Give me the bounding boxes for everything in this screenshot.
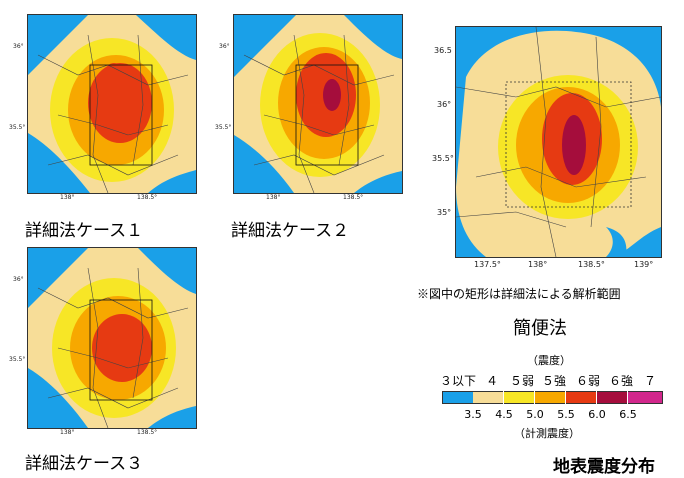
legend-swatch bbox=[597, 391, 627, 404]
y-tick-label: 35.5° bbox=[432, 154, 454, 163]
legend-threshold: 6.5 bbox=[619, 408, 637, 421]
intensity-map-graphic bbox=[28, 15, 196, 193]
y-tick-label: 36° bbox=[437, 100, 452, 109]
legend-bottom-label: （計測震度） bbox=[514, 427, 580, 440]
intensity-map bbox=[455, 26, 662, 258]
legend-class-label: ６弱 bbox=[575, 374, 600, 388]
legend-class-label: ５強 bbox=[541, 374, 566, 388]
legend-swatch bbox=[566, 391, 596, 404]
intensity-map-graphic bbox=[28, 248, 196, 428]
x-tick-label: 138.5° bbox=[578, 260, 605, 269]
x-tick-label: 138° bbox=[266, 194, 281, 201]
legend-swatch bbox=[442, 391, 473, 404]
legend-class-label: ７ bbox=[643, 374, 656, 388]
legend-swatch bbox=[535, 391, 565, 404]
case1-caption: 詳細法ケース１ bbox=[25, 221, 144, 241]
legend-threshold: 4.5 bbox=[495, 408, 513, 421]
legend-threshold: 6.0 bbox=[588, 408, 606, 421]
y-tick-label: 35.5° bbox=[215, 124, 232, 131]
y-tick-label: 35.5° bbox=[9, 356, 26, 363]
intensity-map bbox=[27, 14, 197, 194]
legend-swatch bbox=[504, 391, 534, 404]
legend-threshold: 5.5 bbox=[557, 408, 575, 421]
legend-swatch bbox=[628, 391, 663, 404]
y-tick-label: 36.5 bbox=[434, 46, 452, 55]
legend-class-label: ５弱 bbox=[509, 374, 534, 388]
intensity-map-graphic bbox=[234, 15, 402, 193]
x-tick-label: 138.5° bbox=[137, 429, 158, 436]
legend-swatch bbox=[473, 391, 503, 404]
legend-threshold: 3.5 bbox=[464, 408, 482, 421]
case2-caption: 詳細法ケース２ bbox=[231, 221, 350, 241]
analysis-area-note: ※図中の矩形は詳細法による解析範囲 bbox=[417, 287, 621, 301]
y-tick-label: 36° bbox=[219, 43, 230, 50]
intensity-map bbox=[233, 14, 403, 194]
y-tick-label: 36° bbox=[13, 43, 24, 50]
x-tick-label: 138.5° bbox=[343, 194, 364, 201]
map-title: 地表震度分布 bbox=[553, 457, 655, 477]
x-tick-label: 138° bbox=[60, 194, 75, 201]
case3-caption: 詳細法ケース３ bbox=[25, 454, 144, 474]
x-tick-label: 138° bbox=[60, 429, 75, 436]
y-tick-label: 36° bbox=[13, 276, 24, 283]
x-tick-label: 139° bbox=[634, 260, 654, 269]
x-tick-label: 138° bbox=[528, 260, 548, 269]
y-tick-label: 35° bbox=[437, 208, 452, 217]
intensity-map-graphic bbox=[456, 27, 661, 257]
y-tick-label: 35.5° bbox=[9, 124, 26, 131]
legend-top-label: （震度） bbox=[527, 354, 571, 367]
legend-class-label: ６強 bbox=[608, 374, 633, 388]
legend-class-label: ３以下 bbox=[440, 374, 477, 388]
intensity-map bbox=[27, 247, 197, 429]
legend-class-label: ４ bbox=[485, 374, 498, 388]
legend-threshold: 5.0 bbox=[526, 408, 544, 421]
simple-method-caption: 簡便法 bbox=[513, 318, 567, 339]
x-tick-label: 138.5° bbox=[137, 194, 158, 201]
x-tick-label: 137.5° bbox=[474, 260, 501, 269]
